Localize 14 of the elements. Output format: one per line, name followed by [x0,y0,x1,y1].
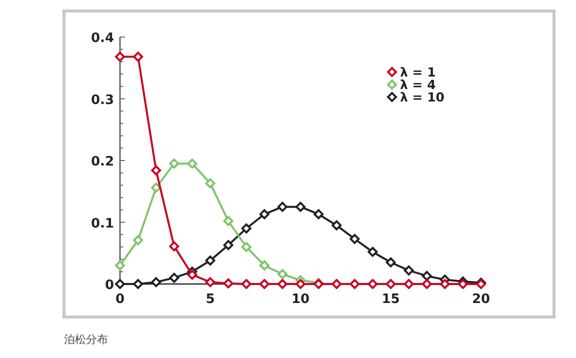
x-tick-label: 0 [115,292,125,307]
legend-label: λ = 4 [400,77,436,92]
x-tick-label: 20 [472,292,490,307]
y-tick-label: 0.3 [90,92,114,108]
y-tick-label: 0.2 [90,154,114,170]
y-tick-label: 0.1 [90,216,114,232]
y-tick-label: 0 [104,278,114,293]
legend-label: λ = 1 [400,64,436,80]
legend-label: λ = 10 [400,90,445,104]
x-tick-label: 5 [206,292,215,307]
y-tick-label: 0.4 [90,31,114,46]
x-tick-label: 10 [291,292,310,307]
x-tick-label: 15 [382,292,400,307]
text: 泊松分布 [64,334,108,346]
